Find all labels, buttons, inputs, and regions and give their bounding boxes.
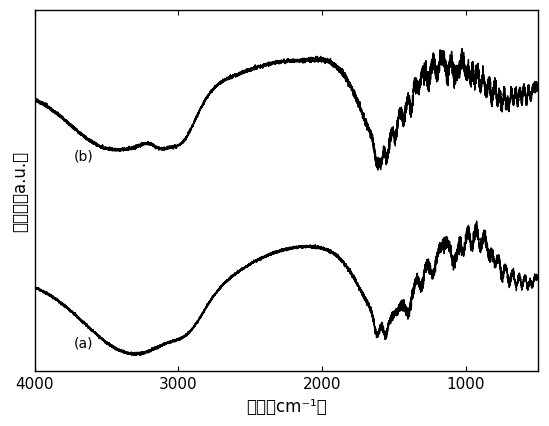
Text: (b): (b)	[74, 149, 93, 163]
Y-axis label: 透过率（a.u.）: 透过率（a.u.）	[11, 151, 29, 232]
X-axis label: 波数（cm⁻¹）: 波数（cm⁻¹）	[246, 397, 327, 415]
Text: (a): (a)	[74, 336, 93, 350]
